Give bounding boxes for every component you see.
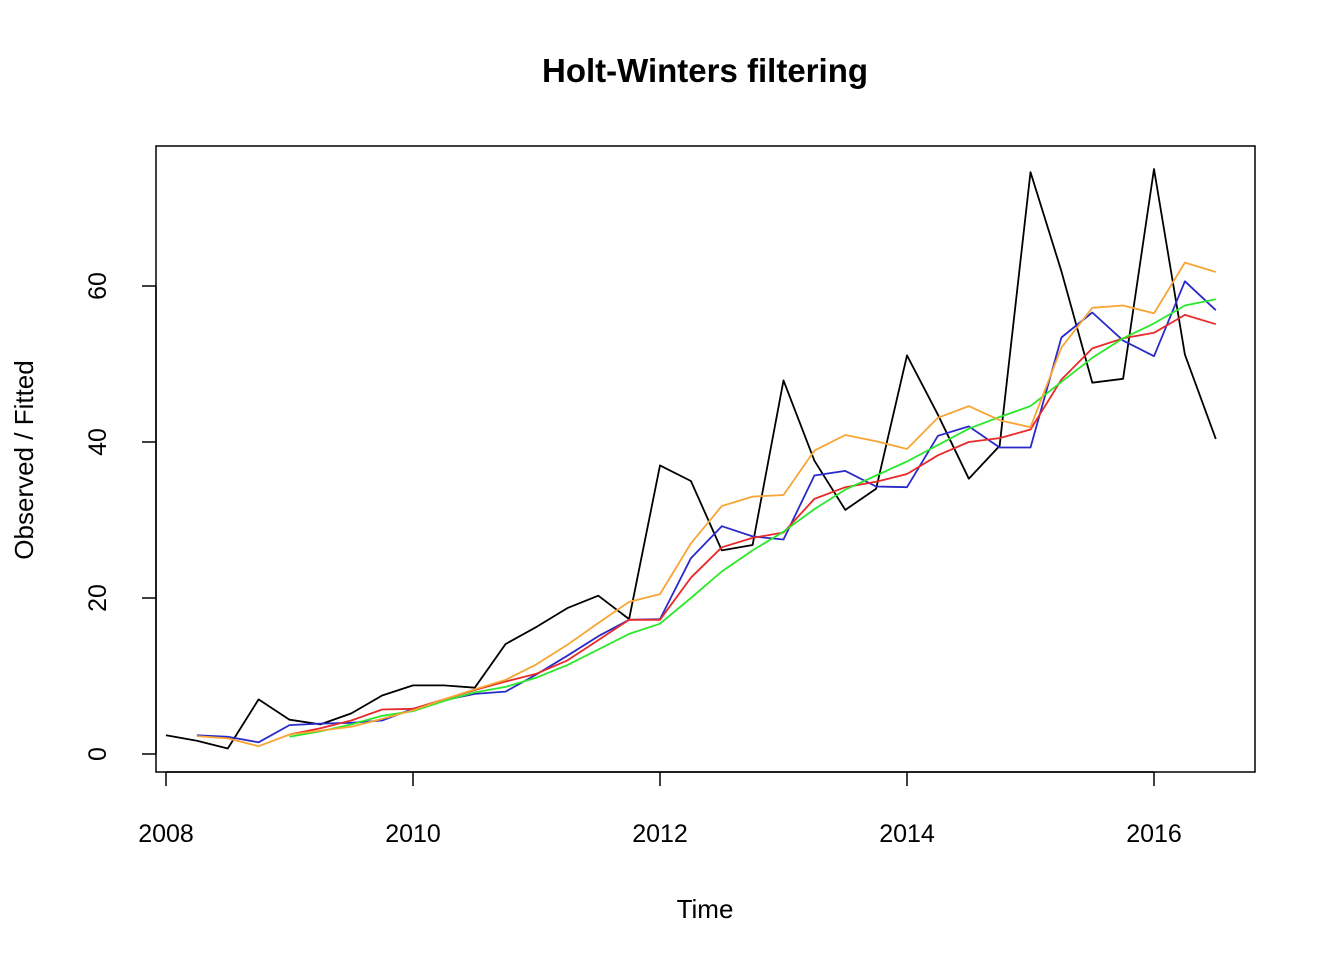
x-tick-label-2010: 2010	[385, 820, 441, 848]
series-line-2	[196, 280, 1217, 744]
x-axis-label: Time	[677, 894, 734, 924]
series-line-3	[289, 313, 1217, 736]
y-tick-label-40: 40	[84, 428, 112, 456]
series-line-1	[165, 168, 1217, 750]
series-layer	[165, 168, 1217, 750]
plot-frame	[155, 145, 1256, 773]
x-tick-label-2014: 2014	[879, 820, 935, 848]
x-tick-label-2012: 2012	[632, 820, 688, 848]
y-axis-label: Observed / Fitted	[9, 360, 39, 559]
x-tick-label-2016: 2016	[1126, 820, 1182, 848]
y-tick-label-20: 20	[84, 584, 112, 612]
x-tick-label-2008: 2008	[138, 820, 194, 848]
chart-title: Holt-Winters filtering	[542, 52, 868, 89]
y-axis: 0 20 40 60	[84, 272, 157, 761]
series-line-5	[196, 261, 1217, 748]
x-axis: 2008 2010 2012 2014 2016	[138, 771, 1182, 848]
series-line-4	[289, 298, 1216, 738]
y-tick-label-60: 60	[84, 272, 112, 300]
y-tick-label-0: 0	[84, 747, 112, 761]
